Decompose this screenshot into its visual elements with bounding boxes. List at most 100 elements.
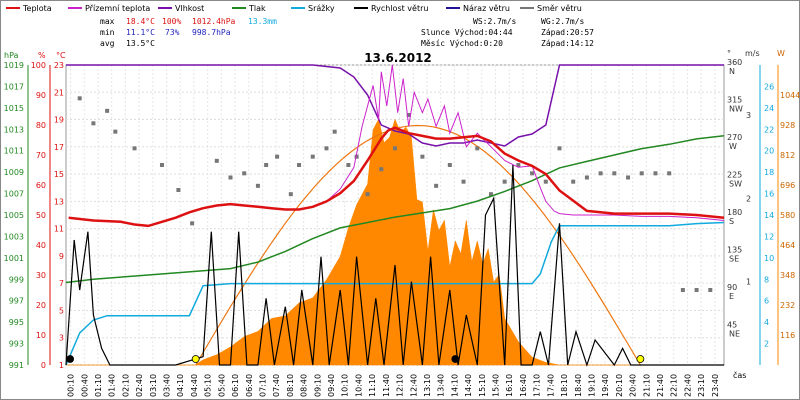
celsius-tick-label: 17 <box>54 143 64 152</box>
wind-direction-point <box>694 288 699 292</box>
celsius-tick-label: 7 <box>59 279 64 288</box>
info-sun-set: Západ:20:57 <box>541 28 594 37</box>
x-tick-label: 05:10 <box>204 374 213 397</box>
watts-tick-label: 26 <box>764 82 774 91</box>
celsius-tick-label: 15 <box>54 170 64 179</box>
x-tick-label: 07:40 <box>272 374 281 397</box>
legend-label-gust: Náraz větru <box>463 4 510 13</box>
x-tick-label: 02:10 <box>121 374 130 397</box>
wind-direction-point <box>584 175 589 180</box>
wind-speed-line <box>65 164 724 367</box>
wind-direction-point <box>530 171 535 176</box>
legend-label-wind_dir: Směr větru <box>537 4 582 13</box>
x-tick-label: 04:10 <box>176 374 185 397</box>
x-tick-label: 20:40 <box>629 374 638 397</box>
x-tick-label: 00:10 <box>67 374 76 397</box>
x-tick-label: 02:40 <box>135 374 144 397</box>
stat-avg-temp: 13.5°C <box>126 39 155 48</box>
wind-direction-point <box>516 163 521 167</box>
x-tick-label: 21:40 <box>656 374 665 397</box>
x-tick-label: 14:40 <box>464 374 473 397</box>
ms-axis-unit: m/s <box>745 49 760 58</box>
x-tick-label: 17:10 <box>533 374 542 397</box>
deg-direction-label: SE <box>729 255 739 264</box>
legend-label-pressure: Tlak <box>248 4 266 13</box>
wind-direction-point <box>91 121 96 126</box>
wind-direction-point <box>77 96 82 101</box>
wind-direction-point <box>354 154 359 159</box>
x-tick-label: 04:40 <box>190 374 199 397</box>
pct-tick-label: 40 <box>36 241 46 250</box>
deg-direction-label: E <box>729 292 734 301</box>
deg-tick-label: 315 <box>727 96 742 105</box>
solar-tick-label: 232 <box>780 301 795 310</box>
wind-direction-point <box>708 288 713 292</box>
pct-tick-label: 90 <box>36 91 46 100</box>
pct-axis-unit: % <box>38 51 46 60</box>
wind-direction-point <box>557 146 562 151</box>
x-tick-label: 14:10 <box>450 374 459 397</box>
x-tick-label: 09:40 <box>327 374 336 397</box>
humidity-line <box>66 64 724 147</box>
x-tick-label: 18:10 <box>560 374 569 397</box>
wind-direction-point <box>653 171 658 176</box>
ms-tick-label: 1 <box>746 278 751 287</box>
x-tick-label: 08:10 <box>286 374 295 397</box>
x-tick-label: 06:10 <box>231 374 240 397</box>
wind-direction-point <box>242 171 247 176</box>
pct-tick-label: 10 <box>36 331 46 340</box>
deg-tick-label: 90 <box>727 283 737 292</box>
x-tick-label: 20:10 <box>615 374 624 397</box>
solar-tick-label: 116 <box>780 331 795 340</box>
hpa-tick-label: 995 <box>9 318 24 327</box>
pct-tick-label: 60 <box>36 181 46 190</box>
moon-marker <box>451 355 460 363</box>
watts-tick-label: 8 <box>764 275 769 284</box>
wind-direction-point <box>680 288 685 292</box>
pressure-line <box>65 134 725 284</box>
x-tick-label: 09:10 <box>313 374 322 397</box>
wind-direction-point <box>543 179 548 184</box>
wind-direction-point <box>228 175 233 180</box>
stat-min-pressure: 998.7hPa <box>192 28 231 37</box>
x-tick-label: 10:40 <box>354 374 363 397</box>
watts-tick-label: 10 <box>764 254 774 263</box>
legend-label-wind_speed: Rychlost větru <box>371 4 428 13</box>
wind-direction-point <box>379 167 384 172</box>
celsius-tick-label: 11 <box>54 225 64 234</box>
wind-direction-point <box>461 179 466 184</box>
wind-direction-point <box>264 163 269 167</box>
pct-tick-label: 30 <box>36 271 46 280</box>
x-tick-label: 10:10 <box>341 374 350 397</box>
legend-label-humidity: Vlhkost <box>175 4 204 13</box>
solar-tick-label: 464 <box>780 241 795 250</box>
wind-direction-point <box>190 221 195 226</box>
x-tick-label: 13:10 <box>423 374 432 397</box>
deg-direction-label: SW <box>729 180 742 189</box>
celsius-tick-label: 9 <box>59 252 64 261</box>
celsius-tick-label: 21 <box>54 88 64 97</box>
hpa-tick-label: 997 <box>9 297 24 306</box>
x-tick-label: 15:40 <box>492 374 501 397</box>
wind-direction-point <box>420 154 425 159</box>
solar-tick-label: 812 <box>780 151 795 160</box>
x-tick-label: 23:40 <box>711 374 720 397</box>
hpa-tick-label: 1015 <box>4 104 24 113</box>
stat-min-humidity: 73% <box>165 28 180 37</box>
ms-tick-label: 3 <box>746 111 751 120</box>
x-tick-label: 11:10 <box>368 374 377 397</box>
solar-tick-label: 928 <box>780 121 795 130</box>
x-tick-label: 05:40 <box>217 374 226 397</box>
precipitation-line <box>65 221 725 366</box>
deg-direction-label: W <box>729 142 737 151</box>
wind-direction-point <box>667 171 672 176</box>
wind-direction-point <box>159 163 164 167</box>
deg-direction-label: NW <box>729 105 743 114</box>
x-tick-label: 00:40 <box>80 374 89 397</box>
pct-tick-label: 50 <box>36 211 46 220</box>
deg-tick-label: 225 <box>727 171 742 180</box>
sun-curve <box>195 124 641 366</box>
wind-direction-point <box>297 163 302 167</box>
solar-tick-label: 696 <box>780 181 795 190</box>
x-tick-label: 15:10 <box>478 374 487 397</box>
